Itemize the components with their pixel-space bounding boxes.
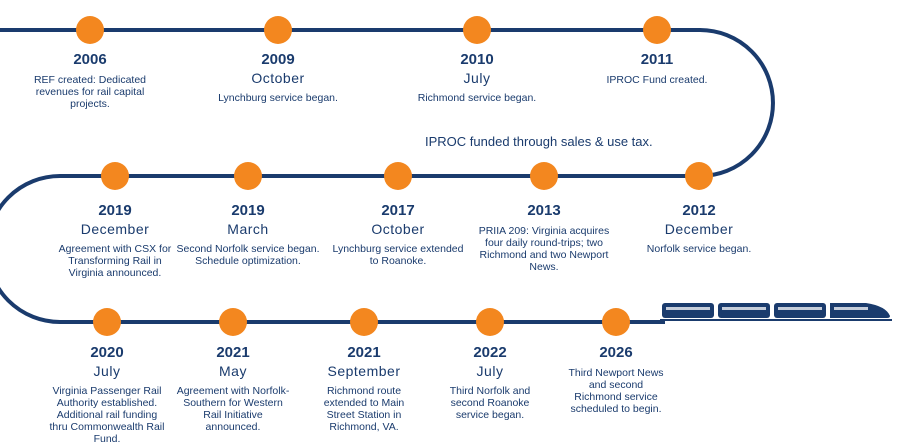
event-desc: Richmond route extended to Main Street S… (323, 385, 405, 433)
event-2009-october: 2009 October Lynchburg service began. (193, 51, 363, 104)
event-2006: 2006 REF created: Dedicated revenues for… (5, 51, 175, 110)
event-month: May (219, 363, 247, 379)
event-year: 2012 (682, 202, 716, 219)
event-desc: Richmond service began. (417, 92, 537, 104)
event-desc: Lynchburg service began. (218, 92, 338, 104)
event-desc: Agreement with CSX for Transforming Rail… (58, 243, 172, 279)
event-2017-october: 2017 October Lynchburg service extended … (313, 202, 483, 267)
event-month: September (327, 363, 401, 379)
event-dot-2010-july (463, 16, 491, 44)
event-dot-2019-march (234, 162, 262, 190)
event-desc: Second Norfolk service began. Schedule o… (176, 243, 320, 267)
event-desc: REF created: Dedicated revenues for rail… (33, 74, 147, 110)
event-dot-2013 (530, 162, 558, 190)
event-year: 2006 (73, 51, 107, 68)
event-year: 2017 (381, 202, 415, 219)
event-desc: Norfolk service began. (646, 243, 752, 255)
event-year: 2019 (98, 202, 132, 219)
event-desc: Agreement with Norfolk-Southern for West… (176, 385, 290, 433)
event-month: July (93, 363, 121, 379)
event-year: 2026 (599, 344, 633, 361)
event-dot-2021-may (219, 308, 247, 336)
event-dot-2017-october (384, 162, 412, 190)
event-desc: Virginia Passenger Rail Authority establ… (49, 385, 165, 445)
event-year: 2010 (460, 51, 494, 68)
event-year: 2021 (216, 344, 250, 361)
event-desc: Third Norfolk and second Roanoke service… (449, 385, 531, 421)
event-2020-july: 2020 July Virginia Passenger Rail Author… (22, 344, 192, 445)
event-year: 2009 (261, 51, 295, 68)
event-dot-2020-july (93, 308, 121, 336)
event-year: 2013 (527, 202, 561, 219)
event-year: 2022 (473, 344, 507, 361)
event-2013: 2013 PRIIA 209: Virginia acquires four d… (459, 202, 629, 273)
event-year: 2011 (640, 51, 674, 68)
event-2010-july: 2010 July Richmond service began. (392, 51, 562, 104)
event-2012-december: 2012 December Norfolk service began. (614, 202, 784, 255)
event-dot-2022-july (476, 308, 504, 336)
event-desc: IPROC Fund created. (606, 74, 708, 86)
event-2022-july: 2022 July Third Norfolk and second Roano… (405, 344, 575, 421)
event-month: October (371, 221, 425, 237)
event-month: October (251, 70, 305, 86)
event-dot-2026 (602, 308, 630, 336)
event-dot-2021-september (350, 308, 378, 336)
event-desc: Lynchburg service extended to Roanoke. (332, 243, 464, 267)
event-desc: PRIIA 209: Virginia acquires four daily … (478, 225, 610, 273)
event-month: March (227, 221, 269, 237)
event-2019-december: 2019 December Agreement with CSX for Tra… (30, 202, 200, 279)
train-icon (660, 303, 892, 321)
event-2021-september: 2021 September Richmond route extended t… (279, 344, 449, 433)
event-year: 2020 (90, 344, 124, 361)
event-dot-2019-december (101, 162, 129, 190)
event-month: July (463, 70, 491, 86)
event-dot-2011 (643, 16, 671, 44)
event-month: December (80, 221, 150, 237)
funding-note: IPROC funded through sales & use tax. (425, 134, 653, 149)
event-dot-2012-december (685, 162, 713, 190)
event-2021-may: 2021 May Agreement with Norfolk-Southern… (148, 344, 318, 433)
event-2011: 2011 IPROC Fund created. (572, 51, 742, 86)
event-desc: Third Newport News and second Richmond s… (568, 367, 664, 415)
event-2019-march: 2019 March Second Norfolk service began.… (163, 202, 333, 267)
event-year: 2021 (347, 344, 381, 361)
event-month: July (476, 363, 504, 379)
event-2026: 2026 Third Newport News and second Richm… (531, 344, 701, 415)
event-month: December (664, 221, 734, 237)
event-dot-2009-october (264, 16, 292, 44)
event-year: 2019 (231, 202, 265, 219)
event-dot-2006 (76, 16, 104, 44)
